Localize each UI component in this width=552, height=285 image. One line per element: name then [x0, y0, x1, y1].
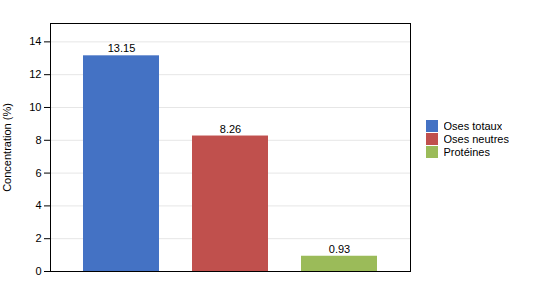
svg-text:14: 14 — [29, 35, 41, 47]
html-text:Oses neutres: Oses neutres — [443, 133, 509, 146]
svg-text:Concentration (%): Concentration (%) — [1, 103, 13, 192]
svg-text:0.93: 0.93 — [329, 242, 350, 254]
svg-text:4: 4 — [35, 199, 41, 211]
svg-text:10: 10 — [29, 100, 41, 112]
svg-text:2: 2 — [35, 232, 41, 244]
svg-text:6: 6 — [35, 166, 41, 178]
svg-text:8.26: 8.26 — [220, 122, 241, 134]
html-text:Oses totaux: Oses totaux — [443, 120, 503, 133]
svg-text:8: 8 — [35, 133, 41, 145]
svg-text:0: 0 — [35, 265, 41, 277]
html-text:Protéines: Protéines — [443, 146, 490, 159]
svg-text:13.15: 13.15 — [108, 42, 136, 54]
svg-text:12: 12 — [29, 68, 41, 80]
